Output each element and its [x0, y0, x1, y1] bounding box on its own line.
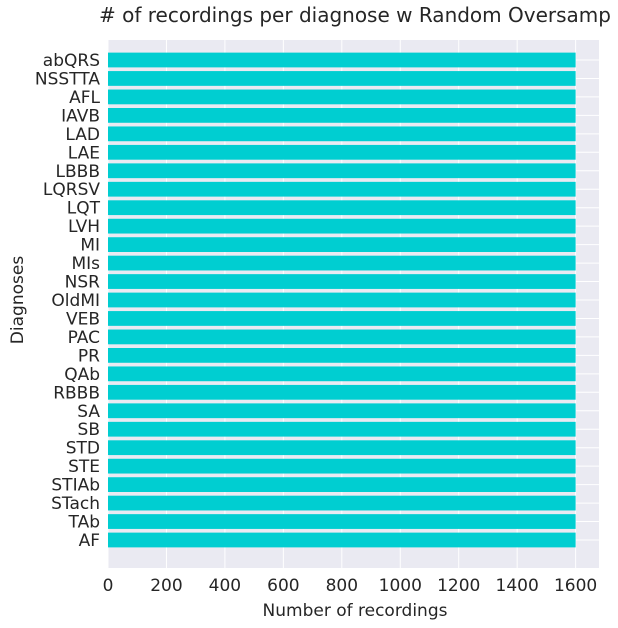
- x-tick-label: 1000: [379, 576, 422, 596]
- y-tick-label: STach: [51, 494, 100, 514]
- bar-qab: [108, 366, 576, 382]
- bar-rbbb: [108, 384, 576, 400]
- bar-sb: [108, 421, 576, 437]
- bar-lvh: [108, 218, 576, 234]
- bar-iavb: [108, 108, 576, 123]
- y-tick-labels: abQRSNSSTTAAFLIAVBLADLAELBBBLQRSVLQTLVHM…: [35, 51, 101, 551]
- y-tick-label: LQT: [67, 199, 101, 219]
- y-tick-label: PAC: [68, 328, 100, 348]
- bar-lad: [108, 126, 576, 142]
- bar-nsstta: [108, 71, 576, 86]
- bar-stiab: [108, 477, 576, 492]
- y-tick-label: STE: [68, 457, 100, 477]
- y-tick-label: AF: [79, 531, 100, 551]
- y-axis-label: Diagnoses: [8, 256, 28, 345]
- y-tick-label: MI: [80, 236, 100, 256]
- y-tick-label: IAVB: [61, 106, 100, 126]
- bar-afl: [108, 89, 576, 105]
- y-tick-label: AFL: [69, 88, 100, 108]
- x-tick-label: 200: [150, 576, 182, 596]
- y-tick-label: STD: [66, 439, 100, 459]
- y-tick-label: OldMI: [51, 291, 100, 311]
- y-tick-label: LQRSV: [43, 180, 100, 200]
- y-tick-label: STIAb: [51, 476, 100, 496]
- bar-tab: [108, 514, 576, 529]
- bar-veb: [108, 311, 576, 326]
- bar-lae: [108, 144, 576, 160]
- bar-lqrsv: [108, 181, 576, 197]
- x-tick-label: 400: [209, 576, 241, 596]
- bar-nsr: [108, 274, 576, 289]
- bar-pac: [108, 329, 576, 345]
- bar-af: [108, 532, 576, 548]
- y-tick-label: SB: [78, 420, 100, 440]
- y-tick-label: LBBB: [56, 162, 100, 182]
- y-tick-label: LVH: [68, 217, 100, 237]
- x-tick-label: 1600: [554, 576, 597, 596]
- y-tick-label: RBBB: [53, 383, 100, 403]
- x-axis-label: Number of recordings: [263, 601, 448, 621]
- bar-sa: [108, 403, 576, 419]
- y-tick-label: abQRS: [43, 51, 100, 71]
- bar-mi: [108, 237, 576, 252]
- y-tick-label: NSSTTA: [35, 69, 100, 89]
- x-tick-label: 800: [326, 576, 358, 596]
- y-tick-label: VEB: [66, 309, 100, 329]
- y-tick-label: QAb: [64, 365, 100, 385]
- chart-title: # of recordings per diagnose w Random Ov…: [99, 3, 611, 27]
- bar-lqt: [108, 200, 576, 216]
- x-tick-label: 0: [103, 576, 114, 596]
- bar-std: [108, 440, 576, 456]
- y-tick-label: LAD: [65, 125, 100, 145]
- x-tick-label: 600: [267, 576, 299, 596]
- bar-lbbb: [108, 163, 576, 179]
- bar-stach: [108, 495, 576, 511]
- x-tick-labels: 0 200 400 600 800 1000 1200 1400 1600: [103, 576, 598, 596]
- x-tick-label: 1400: [496, 576, 539, 596]
- y-tick-label: LAE: [68, 143, 100, 163]
- y-tick-label: MIs: [71, 254, 100, 274]
- bar-oldmi: [108, 292, 576, 308]
- y-tick-label: TAb: [68, 513, 101, 533]
- bar-mis: [108, 255, 576, 271]
- y-tick-label: PR: [78, 346, 100, 366]
- bar-abqrs: [108, 52, 576, 68]
- y-tick-label: NSR: [65, 273, 101, 293]
- x-tick-label: 1200: [437, 576, 480, 596]
- y-tick-label: SA: [77, 402, 100, 422]
- bar-pr: [108, 348, 576, 363]
- bars: [108, 52, 576, 548]
- bar-ste: [108, 458, 576, 474]
